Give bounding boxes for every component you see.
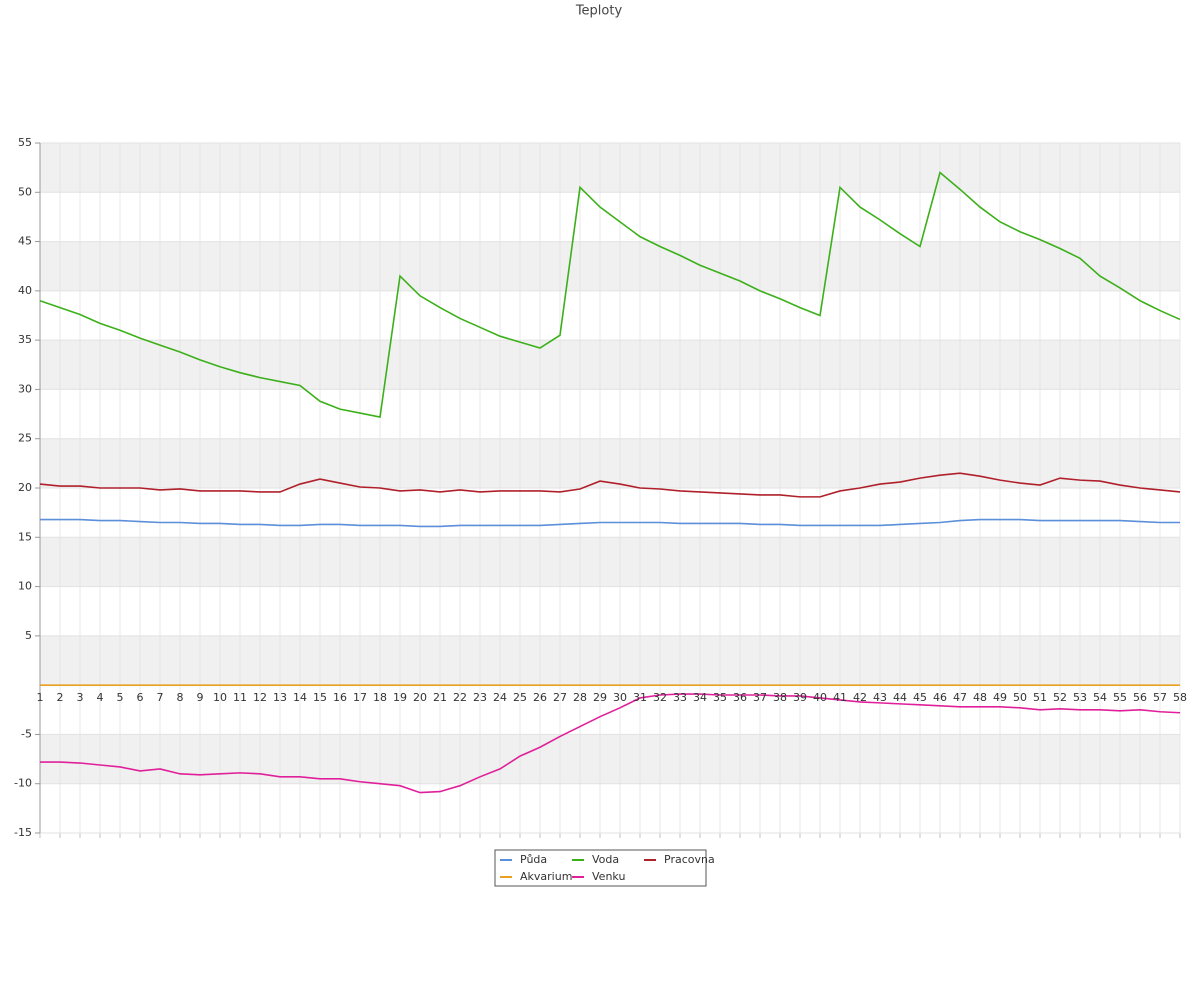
x-tick-label: 55 (1113, 691, 1127, 704)
chart-title: Teploty (575, 4, 623, 19)
x-tick-label: 29 (593, 691, 607, 704)
x-tick-label: 12 (253, 691, 267, 704)
x-tick-label: 54 (1093, 691, 1107, 704)
y-tick-label: 50 (18, 185, 32, 198)
x-tick-label: 46 (933, 691, 947, 704)
y-tick-label: 5 (25, 629, 32, 642)
legend-label: Půda (520, 853, 547, 866)
y-tick-label: -10 (14, 777, 32, 790)
x-tick-label: 25 (513, 691, 527, 704)
x-tick-label: 38 (773, 691, 787, 704)
y-tick-label: 40 (18, 284, 32, 297)
y-tick-label: 25 (18, 432, 32, 445)
x-tick-label: 11 (233, 691, 247, 704)
x-tick-label: 21 (433, 691, 447, 704)
y-tick-label: 10 (18, 580, 32, 593)
y-tick-label: -15 (14, 826, 32, 839)
x-tick-label: 16 (333, 691, 347, 704)
y-tick-label: 45 (18, 235, 32, 248)
grid-band (40, 340, 1180, 390)
x-tick-label: 7 (157, 691, 164, 704)
x-tick-label: 48 (973, 691, 987, 704)
series-line (39, 472, 1181, 498)
x-tick-label: 50 (1013, 691, 1027, 704)
x-tick-label: 31 (633, 691, 647, 704)
x-tick-label: 6 (137, 691, 144, 704)
x-tick-label: 26 (533, 691, 547, 704)
x-tick-label: 53 (1073, 691, 1087, 704)
legend: Půda Voda Pracovna Akvarium Venku (494, 849, 715, 887)
x-tick-label: 20 (413, 691, 427, 704)
x-tick-label: 42 (853, 691, 867, 704)
legend-box (494, 849, 707, 887)
x-tick-label: 13 (273, 691, 287, 704)
y-tick-label: 30 (18, 382, 32, 395)
x-tick-label: 37 (753, 691, 767, 704)
x-tick-label: 44 (893, 691, 907, 704)
x-tick-label: 34 (693, 691, 707, 704)
x-tick-label: 41 (833, 691, 847, 704)
x-tick-label: 33 (673, 691, 687, 704)
x-tick-label: 22 (453, 691, 467, 704)
x-tick-label: 18 (373, 691, 387, 704)
x-tick-label: 5 (117, 691, 124, 704)
grid-band (40, 734, 1180, 784)
x-tick-label: 3 (77, 691, 84, 704)
series-line (40, 693, 1181, 794)
grid-band (40, 241, 1180, 291)
y-tick-label: -5 (21, 727, 32, 740)
y-tick-label: 35 (18, 333, 32, 346)
x-tick-label: 19 (393, 691, 407, 704)
x-tick-label: 36 (733, 691, 747, 704)
x-tick-label: 52 (1053, 691, 1067, 704)
x-tick-label: 49 (993, 691, 1007, 704)
series-line (39, 171, 1181, 418)
y-tick-label: 15 (18, 530, 32, 543)
grid-band (40, 143, 1180, 193)
x-tick-label: 14 (293, 691, 307, 704)
x-tick-label: 2 (57, 691, 64, 704)
y-tick-label: 55 (18, 136, 32, 149)
x-tick-label: 28 (573, 691, 587, 704)
x-tick-label: 15 (313, 691, 327, 704)
x-tick-label: 45 (913, 691, 927, 704)
x-tick-label: 23 (473, 691, 487, 704)
x-tick-label: 9 (197, 691, 204, 704)
legend-label: Venku (592, 870, 625, 883)
x-tick-label: 40 (813, 691, 827, 704)
x-tick-label: 58 (1173, 691, 1187, 704)
x-tick-label: 24 (493, 691, 507, 704)
x-tick-label: 8 (177, 691, 184, 704)
x-tick-label: 56 (1133, 691, 1147, 704)
grid-band (40, 438, 1180, 488)
x-tick-label: 17 (353, 691, 367, 704)
legend-label: Akvarium (520, 870, 572, 883)
series-line (40, 518, 1180, 528)
x-tick-label: 1 (37, 691, 44, 704)
y-tick-label: 20 (18, 481, 32, 494)
x-tick-label: 39 (793, 691, 807, 704)
grid-band (40, 537, 1180, 587)
x-tick-label: 43 (873, 691, 887, 704)
x-tick-label: 51 (1033, 691, 1047, 704)
legend-label: Voda (592, 853, 619, 866)
x-tick-label: 4 (97, 691, 104, 704)
grid-band (40, 635, 1180, 686)
x-tick-label: 47 (953, 691, 967, 704)
x-tick-label: 10 (213, 691, 227, 704)
x-tick-label: 57 (1153, 691, 1167, 704)
x-tick-label: 27 (553, 691, 567, 704)
x-tick-label: 30 (613, 691, 627, 704)
x-tick-label: 32 (653, 691, 667, 704)
x-tick-label: 35 (713, 691, 727, 704)
legend-label: Pracovna (664, 853, 715, 866)
